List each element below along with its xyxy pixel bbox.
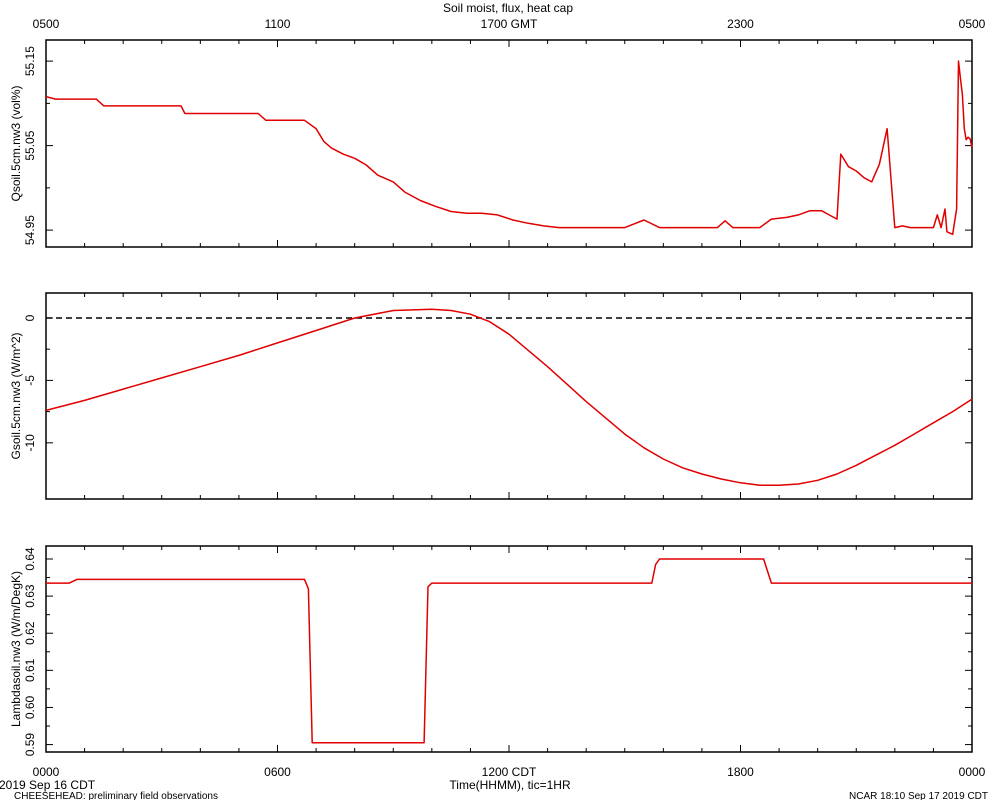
footer-right: NCAR 18:10 Sep 17 2019 CDT bbox=[849, 791, 988, 800]
top-x-tick-label: 1700 GMT bbox=[481, 17, 538, 31]
y-axis-label: Qsoil.5cm.nw3 (vol%) bbox=[9, 85, 23, 201]
y-tick-label: 0.61 bbox=[23, 658, 37, 682]
bottom-x-tick-label: 1800 bbox=[727, 765, 754, 779]
y-axis-label: Lambdasoil.nw3 (W/m/DegK) bbox=[9, 571, 23, 727]
chart-title: Soil moist, flux, heat cap bbox=[443, 1, 573, 15]
y-tick-label: 0.60 bbox=[23, 695, 37, 719]
plot-frame bbox=[45, 39, 973, 248]
y-tick-label: -10 bbox=[23, 434, 37, 452]
bottom-x-tick-label: 0000 bbox=[33, 765, 60, 779]
top-x-tick-label: 0500 bbox=[959, 17, 986, 31]
y-axis-label: Gsoil.5cm.nw3 (W/m^2) bbox=[9, 333, 23, 460]
y-tick-label: 0.63 bbox=[23, 584, 37, 608]
y-tick-label: 55.15 bbox=[23, 46, 37, 76]
top-x-tick-label: 2300 bbox=[727, 17, 754, 31]
footer-left: CHEESEHEAD: preliminary field observatio… bbox=[14, 791, 218, 800]
series-line bbox=[45, 60, 973, 236]
plot-frame bbox=[45, 545, 973, 753]
series-line bbox=[45, 308, 973, 487]
y-tick-label: 0.64 bbox=[23, 547, 37, 571]
y-tick-label: 54.95 bbox=[23, 215, 37, 245]
x-axis-label: Time(HHMM), tic=1HR bbox=[449, 778, 571, 792]
date-label: 2019 Sep 16 CDT bbox=[0, 778, 96, 792]
y-tick-label: 0.62 bbox=[23, 621, 37, 645]
panel-2: -10 -5 0 Gsoil.5cm.nw3 (W/m^2) bbox=[9, 292, 973, 500]
series-line bbox=[46, 558, 972, 744]
y-tick-label: 0 bbox=[23, 314, 37, 321]
plot-frame bbox=[45, 292, 973, 500]
top-x-tick-label: 1100 bbox=[265, 17, 291, 31]
bottom-x-tick-label: 1200 CDT bbox=[482, 765, 537, 779]
y-tick-label: -5 bbox=[23, 375, 37, 386]
y-tick-label: 55.05 bbox=[23, 130, 37, 160]
bottom-x-tick-label: 0000 bbox=[959, 765, 986, 779]
y-tick-label: 0.59 bbox=[23, 733, 37, 757]
bottom-x-tick-label: 0600 bbox=[264, 765, 291, 779]
top-x-tick-label: 0500 bbox=[33, 17, 60, 31]
